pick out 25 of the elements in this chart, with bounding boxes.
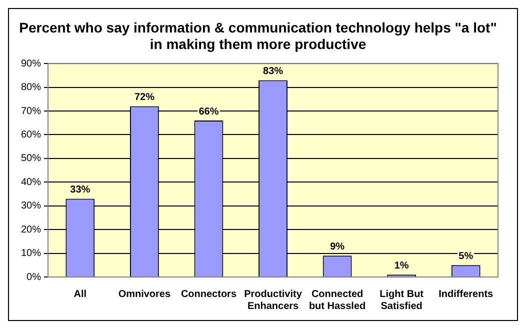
x-tick-label: Light But Satisfied — [380, 288, 424, 312]
x-tick-label: Connectors — [180, 288, 237, 300]
y-tick-label: 80% — [21, 82, 42, 94]
data-label: 72% — [134, 92, 155, 104]
y-tick-label: 10% — [21, 248, 42, 260]
y-tick-label: 20% — [21, 224, 42, 236]
y-tick-label: 0% — [26, 272, 42, 283]
data-label: 33% — [70, 184, 90, 196]
y-tick-label: 90% — [21, 58, 42, 70]
chart-title: Percent who say information & communication technology helps "a lot" in making them more productive — [19, 19, 497, 52]
data-label: 5% — [458, 250, 474, 262]
data-label: 66% — [198, 106, 219, 118]
data-label: 1% — [394, 260, 409, 272]
y-tick-label: 70% — [21, 106, 42, 117]
data-label: 9% — [330, 241, 345, 252]
x-tick-label: Connected but Hassled — [308, 288, 366, 312]
y-tick-label: 50% — [21, 153, 42, 164]
x-tick-label: Omnivores — [118, 288, 171, 300]
y-tick-label: 30% — [21, 200, 42, 212]
y-tick-label: 60% — [21, 129, 42, 140]
x-tick-label: All — [74, 288, 87, 300]
x-tick-label: Productivity Enhancers — [244, 288, 302, 312]
x-tick-label: Indifferents — [438, 288, 494, 300]
y-tick-label: 40% — [21, 176, 42, 188]
data-label: 83% — [263, 66, 284, 77]
